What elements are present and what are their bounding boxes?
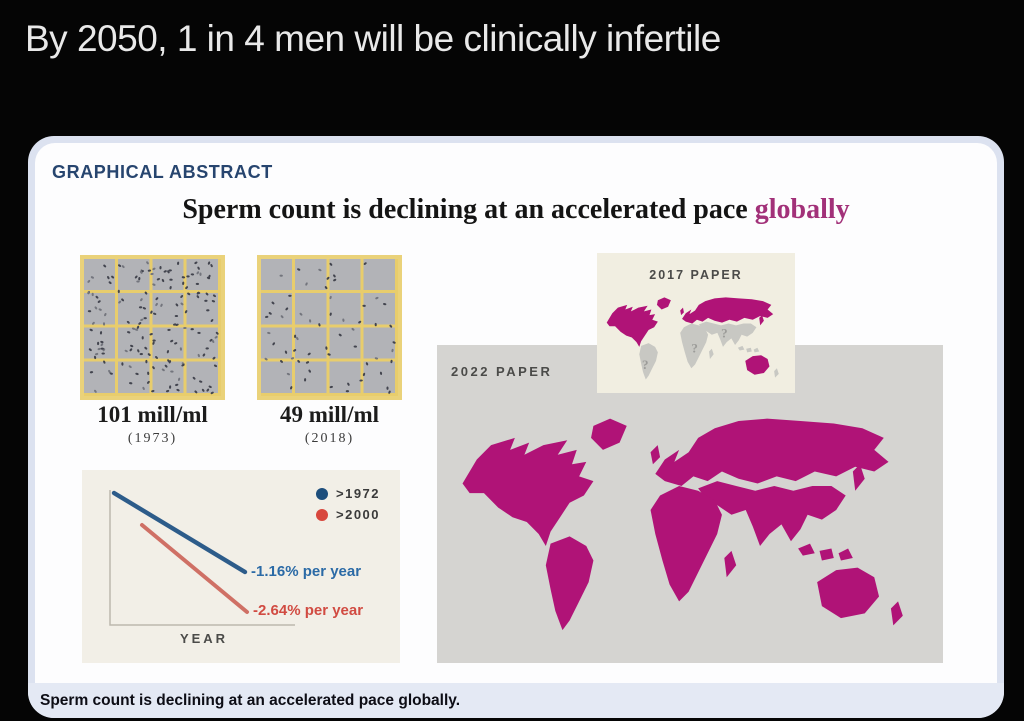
decline-line-chart: >1972 >2000 -1.16% per year -2.64% per y… <box>82 470 400 663</box>
chart-legend: >1972 >2000 <box>316 486 380 528</box>
unknown-region-mark: ? <box>691 340 698 355</box>
legend-item-2000: >2000 <box>316 507 380 522</box>
x-axis-label: YEAR <box>179 631 229 646</box>
trend-line-1972 <box>111 490 248 575</box>
micrograph-2018 <box>257 255 402 400</box>
sperm-cells-texture <box>87 261 219 395</box>
kicker-graphical-abstract: GRAPHICAL ABSTRACT <box>52 162 273 182</box>
rate-label-2000: -2.64% per year <box>253 602 364 619</box>
unknown-region-mark: ? <box>642 357 649 372</box>
micrograph-value: 101 mill/ml <box>97 402 208 427</box>
legend-label: >2000 <box>336 507 381 522</box>
red-dot-icon <box>316 508 328 521</box>
micrograph-value: 49 mill/ml <box>279 402 380 427</box>
map-panel-2017: 2017 PAPER ? ? ? <box>597 253 795 393</box>
map-panel-2022: 2022 PAPER <box>437 345 943 663</box>
sperm-cells-texture <box>264 262 396 394</box>
abstract-title-prefix: Sperm count is declining at an accelerat… <box>182 194 755 225</box>
blue-dot-icon <box>316 487 328 500</box>
graphical-abstract-card: GRAPHICAL ABSTRACT Sperm count is declin… <box>28 136 1004 718</box>
world-map-2022 <box>462 418 903 631</box>
rate-label-1972: -1.16% per year <box>251 563 362 580</box>
world-map-2017: ? ? ? <box>606 297 779 380</box>
figure-caption: Sperm count is declining at an accelerat… <box>28 683 1004 718</box>
abstract-title-highlight: globally <box>754 194 850 225</box>
micrograph-year: (1973) <box>127 431 178 446</box>
map-label-2017: 2017 PAPER <box>649 268 743 282</box>
micrograph-2018-caption: 49 mill/ml (2018) <box>257 402 402 447</box>
micrograph-1973-caption: 101 mill/ml (1973) <box>80 402 225 447</box>
chart-canvas <box>109 490 295 626</box>
map-label-2022: 2022 PAPER <box>451 364 553 379</box>
legend-label: >1972 <box>336 486 381 501</box>
unknown-region-mark: ? <box>721 325 728 340</box>
micrograph-1973 <box>80 255 225 400</box>
abstract-title: Sperm count is declining at an accelerat… <box>28 194 1004 226</box>
micrograph-year: (2018) <box>304 431 355 446</box>
chart-axes <box>109 490 295 626</box>
figure-caption-text: Sperm count is declining at an accelerat… <box>40 691 461 709</box>
legend-item-1972: >1972 <box>316 486 380 501</box>
post-headline: By 2050, 1 in 4 men will be clinically i… <box>25 18 721 59</box>
trend-line-2000 <box>140 523 249 614</box>
